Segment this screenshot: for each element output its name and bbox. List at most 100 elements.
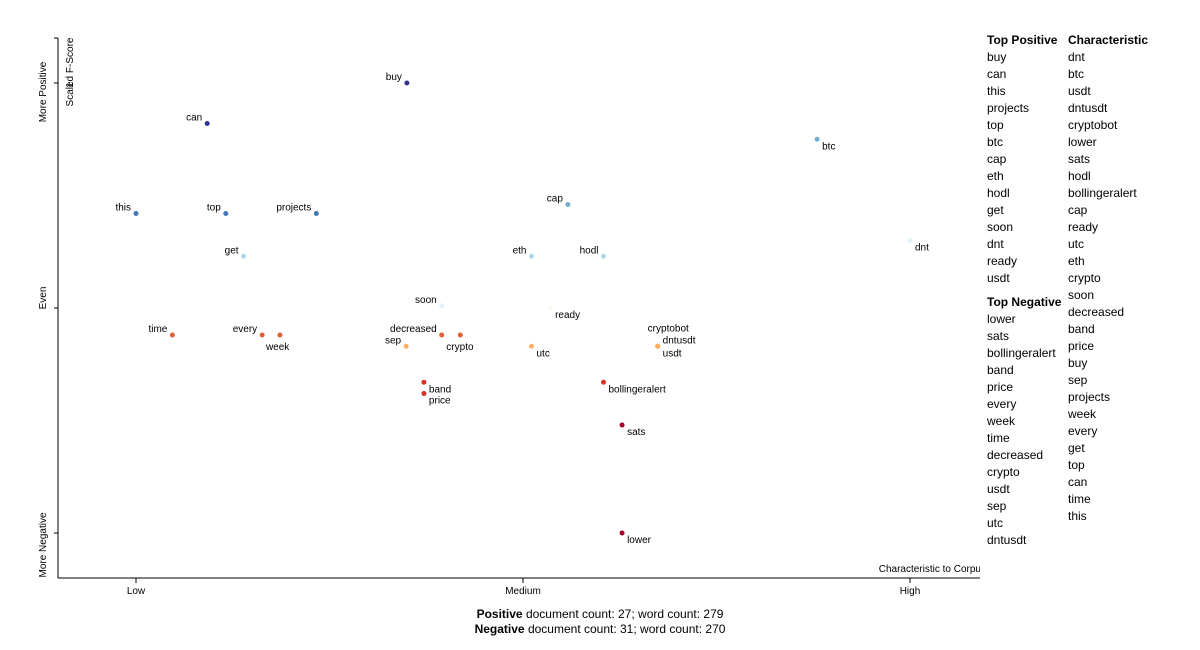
list-item[interactable]: time: [987, 431, 1010, 445]
list-item[interactable]: hodl: [1068, 169, 1091, 183]
list-item[interactable]: usdt: [1068, 84, 1091, 98]
point-this[interactable]: [133, 211, 139, 216]
list-item[interactable]: usdt: [987, 271, 1010, 285]
point-label-this: this: [115, 203, 131, 214]
list-item[interactable]: get: [987, 203, 1004, 217]
point-utc[interactable]: [529, 343, 535, 349]
list-item[interactable]: lower: [987, 312, 1016, 326]
list-item[interactable]: band: [1068, 322, 1095, 336]
point-band[interactable]: [421, 379, 427, 385]
point-decreased[interactable]: [439, 332, 445, 338]
list-item[interactable]: price: [987, 380, 1014, 394]
point-dnt[interactable]: [907, 238, 913, 243]
point-ready[interactable]: [547, 305, 553, 311]
list-item[interactable]: cryptobot: [1068, 118, 1118, 132]
list-item[interactable]: crypto: [1068, 271, 1101, 285]
list-item[interactable]: sats: [1068, 152, 1091, 166]
list-item[interactable]: soon: [1068, 288, 1095, 302]
list-item[interactable]: crypto: [987, 465, 1020, 479]
point-top[interactable]: [223, 211, 229, 216]
list-item[interactable]: sep: [987, 499, 1007, 513]
list-item[interactable]: sep: [1068, 373, 1088, 387]
y-tick-label-more-positive: More Positive: [38, 61, 49, 122]
point-hodl[interactable]: [600, 253, 606, 259]
list-item[interactable]: lower: [1068, 135, 1097, 149]
point-btc[interactable]: [814, 136, 820, 142]
list-item[interactable]: dnt: [1068, 50, 1085, 64]
point-week[interactable]: [277, 332, 283, 338]
top-positive-list: Top Positive buy can this projects top btc cap…: [987, 32, 1061, 287]
list-item[interactable]: dntusdt: [1068, 101, 1108, 115]
list-item[interactable]: band: [987, 363, 1014, 377]
list-item[interactable]: week: [1068, 407, 1097, 421]
point-sats[interactable]: [619, 422, 625, 428]
point-price[interactable]: [421, 391, 427, 396]
point-can[interactable]: [204, 121, 210, 126]
list-item[interactable]: time: [1068, 492, 1091, 506]
list-item[interactable]: projects: [987, 101, 1030, 115]
list-item[interactable]: every: [1068, 424, 1098, 438]
point-get[interactable]: [241, 253, 247, 259]
list-item[interactable]: ready: [1068, 220, 1099, 234]
scatter-plot: Low Medium High Characteristic to Corpus…: [38, 37, 980, 597]
list-item[interactable]: hodl: [987, 186, 1010, 200]
point-bollingeralert[interactable]: [600, 379, 606, 385]
list-item[interactable]: utc: [987, 516, 1004, 530]
list-item[interactable]: cap: [1068, 203, 1088, 217]
point-crypto[interactable]: [457, 332, 463, 338]
list-item[interactable]: buy: [1068, 356, 1088, 370]
point-time[interactable]: [169, 332, 175, 338]
list-item[interactable]: dnt: [987, 237, 1004, 251]
negative-label: Negative: [474, 622, 525, 636]
point-sep[interactable]: [403, 343, 409, 349]
list-item[interactable]: dntusdt: [987, 533, 1027, 547]
list-item[interactable]: price: [1068, 339, 1095, 353]
list-item[interactable]: decreased: [987, 448, 1044, 462]
point-label-every: every: [233, 324, 257, 335]
point-buy[interactable]: [404, 80, 410, 86]
list-item[interactable]: every: [987, 397, 1017, 411]
negative-stats-text: document count: 31; word count: 270: [527, 622, 726, 636]
list-item[interactable]: top: [1068, 458, 1085, 472]
list-item[interactable]: decreased: [1068, 305, 1125, 319]
list-item[interactable]: projects: [1068, 390, 1111, 404]
list-item[interactable]: sats: [987, 329, 1010, 343]
list-item[interactable]: btc: [987, 135, 1004, 149]
point-label-lower: lower: [627, 535, 652, 546]
list-item[interactable]: btc: [1068, 67, 1085, 81]
point-label-projects: projects: [276, 203, 311, 214]
list-item[interactable]: can: [987, 67, 1007, 81]
y-tick-label-even: Even: [38, 287, 49, 310]
list-item[interactable]: week: [987, 414, 1016, 428]
point-cap[interactable]: [565, 202, 571, 207]
list-item[interactable]: this: [987, 84, 1006, 98]
list-item[interactable]: get: [1068, 441, 1085, 455]
point-projects[interactable]: [313, 211, 319, 216]
point-soon[interactable]: [439, 303, 445, 309]
list-item[interactable]: buy: [987, 50, 1007, 64]
y-axis-title: Scaled F-Score: [65, 37, 76, 106]
characteristic-list: Characteristic dnt btc usdt dntusdt cryptobo…: [1068, 32, 1148, 525]
list-item[interactable]: bollingeralert: [1068, 186, 1137, 200]
list-item[interactable]: this: [1068, 509, 1087, 523]
list-item[interactable]: top: [987, 118, 1004, 132]
list-item[interactable]: soon: [987, 220, 1014, 234]
axes: Low Medium High Characteristic to Corpus…: [38, 37, 980, 597]
top-positive-title: Top Positive: [987, 33, 1058, 47]
point-every[interactable]: [259, 332, 265, 338]
list-item[interactable]: can: [1068, 475, 1088, 489]
list-item[interactable]: bollingeralert: [987, 346, 1056, 360]
list-item[interactable]: usdt: [987, 482, 1010, 496]
list-item[interactable]: eth: [987, 169, 1004, 183]
characteristic-items: dnt btc usdt dntusdt cryptobot lower sats hodl b…: [1068, 49, 1148, 525]
point-lower[interactable]: [619, 530, 625, 536]
point-eth[interactable]: [529, 253, 535, 259]
points-layer: buy can btc this top projects cap get eth hodl dnt…: [115, 72, 929, 546]
list-item[interactable]: eth: [1068, 254, 1085, 268]
point-label-cryptobot: cryptobot: [648, 323, 689, 334]
point-usdt[interactable]: [655, 343, 661, 349]
list-item[interactable]: cap: [987, 152, 1007, 166]
list-item[interactable]: utc: [1068, 237, 1085, 251]
point-label-decreased: decreased: [390, 324, 437, 335]
list-item[interactable]: ready: [987, 254, 1018, 268]
